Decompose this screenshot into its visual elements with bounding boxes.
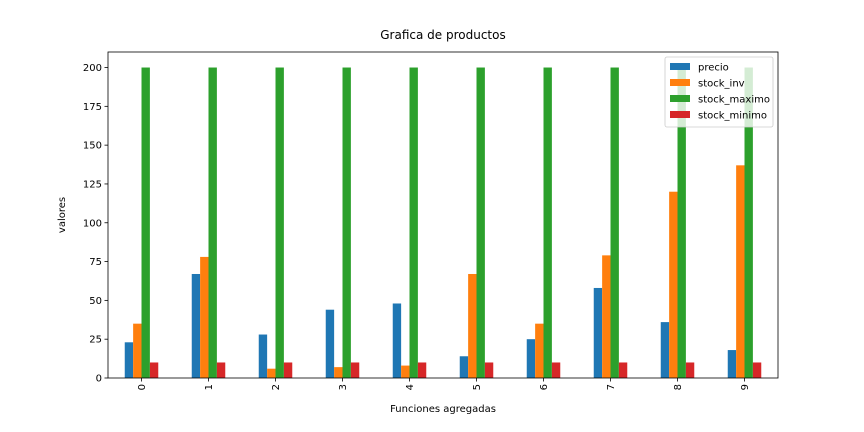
chart-title: Grafica de productos xyxy=(380,28,505,42)
x-tick-label: 6 xyxy=(539,384,550,390)
legend: precio stock_inv stock_maximo stock_minimo xyxy=(664,56,774,128)
bar-stock_inv-2 xyxy=(267,368,276,378)
y-tick-label: 50 xyxy=(89,296,102,307)
bar-stock_maximo-4 xyxy=(409,67,418,379)
bar-precio-0 xyxy=(124,342,134,378)
bar-stock_maximo-2 xyxy=(275,67,284,379)
bar-stock_inv-1 xyxy=(200,256,209,378)
bar-precio-7 xyxy=(593,287,603,378)
bar-stock_inv-9 xyxy=(736,165,745,378)
bar-stock_minimo-8 xyxy=(685,362,695,378)
bar-stock_minimo-1 xyxy=(216,362,226,378)
x-axis: 0 1 2 3 4 5 6 7 8 9 xyxy=(137,378,751,390)
bar-stock_maximo-3 xyxy=(342,67,351,379)
bar-stock_maximo-0 xyxy=(141,67,150,379)
bar-precio-4 xyxy=(392,303,402,378)
legend-swatch-stock_maximo xyxy=(670,95,690,102)
x-tick-label: 0 xyxy=(137,384,148,390)
legend-box xyxy=(664,56,774,128)
x-tick-label: 9 xyxy=(740,384,751,390)
y-tick-label: 75 xyxy=(89,257,102,268)
bar-stock_maximo-9 xyxy=(744,67,753,379)
bar-precio-3 xyxy=(325,309,335,378)
legend-label-stock_maximo: stock_maximo xyxy=(698,95,770,106)
bar-precio-5 xyxy=(459,356,469,378)
bar-stock_maximo-7 xyxy=(610,67,619,379)
bar-stock_inv-7 xyxy=(602,255,611,378)
series-stock_minimo xyxy=(149,362,762,378)
legend-label-precio: precio xyxy=(698,63,729,74)
legend-label-stock_inv: stock_inv xyxy=(698,79,745,90)
y-tick-label: 25 xyxy=(89,335,102,346)
bar-stock_minimo-9 xyxy=(752,362,762,378)
x-tick-label: 2 xyxy=(271,384,282,390)
x-tick-label: 7 xyxy=(606,384,617,390)
y-tick-label: 0 xyxy=(96,374,102,385)
legend-swatch-stock_minimo xyxy=(670,111,690,118)
legend-swatch-precio xyxy=(670,63,690,70)
bar-stock_inv-5 xyxy=(468,273,477,378)
legend-swatch-stock_inv xyxy=(670,79,690,86)
series-stock_maximo xyxy=(141,67,753,379)
bar-stock_minimo-3 xyxy=(350,362,360,378)
y-tick-label: 150 xyxy=(83,141,102,152)
y-tick-label: 200 xyxy=(83,63,102,74)
bar-stock_inv-8 xyxy=(669,191,678,378)
bar-stock_inv-4 xyxy=(401,365,410,378)
plot-frame xyxy=(107,51,779,379)
bar-stock_minimo-7 xyxy=(618,362,628,378)
bar-stock_maximo-1 xyxy=(208,67,217,379)
x-tick-label: 3 xyxy=(338,384,349,390)
x-tick-label: 5 xyxy=(472,384,483,390)
y-tick-label: 125 xyxy=(83,179,102,190)
x-axis-label: Funciones agregadas xyxy=(390,404,496,415)
bar-precio-1 xyxy=(191,273,201,378)
series-precio xyxy=(124,273,737,378)
bar-stock_inv-0 xyxy=(133,323,142,378)
y-axis-label: valores xyxy=(57,197,68,233)
bar-precio-9 xyxy=(727,350,737,378)
y-tick-label: 100 xyxy=(83,218,102,229)
x-tick-label: 4 xyxy=(405,384,416,390)
legend-label-stock_minimo: stock_minimo xyxy=(698,111,767,122)
bar-stock_minimo-2 xyxy=(283,362,293,378)
bar-stock_minimo-5 xyxy=(484,362,494,378)
bar-stock_minimo-4 xyxy=(417,362,427,378)
bar-precio-6 xyxy=(526,339,536,378)
bar-precio-2 xyxy=(258,334,268,378)
bar-precio-8 xyxy=(660,322,670,378)
bar-stock_inv-3 xyxy=(334,367,343,378)
bar-stock_maximo-6 xyxy=(543,67,552,379)
bar-stock_minimo-0 xyxy=(149,362,159,378)
y-axis: 0 25 50 75 100 125 150 175 200 xyxy=(83,63,108,385)
plot-area xyxy=(107,51,779,379)
bar-stock_minimo-6 xyxy=(551,362,561,378)
series-stock_inv xyxy=(133,165,745,378)
x-tick-label: 1 xyxy=(204,384,215,390)
x-tick-label: 8 xyxy=(673,384,684,390)
bar-stock_maximo-8 xyxy=(677,67,686,379)
bar-stock_maximo-5 xyxy=(476,67,485,379)
y-tick-label: 175 xyxy=(83,102,102,113)
bar-stock_inv-6 xyxy=(535,323,544,378)
